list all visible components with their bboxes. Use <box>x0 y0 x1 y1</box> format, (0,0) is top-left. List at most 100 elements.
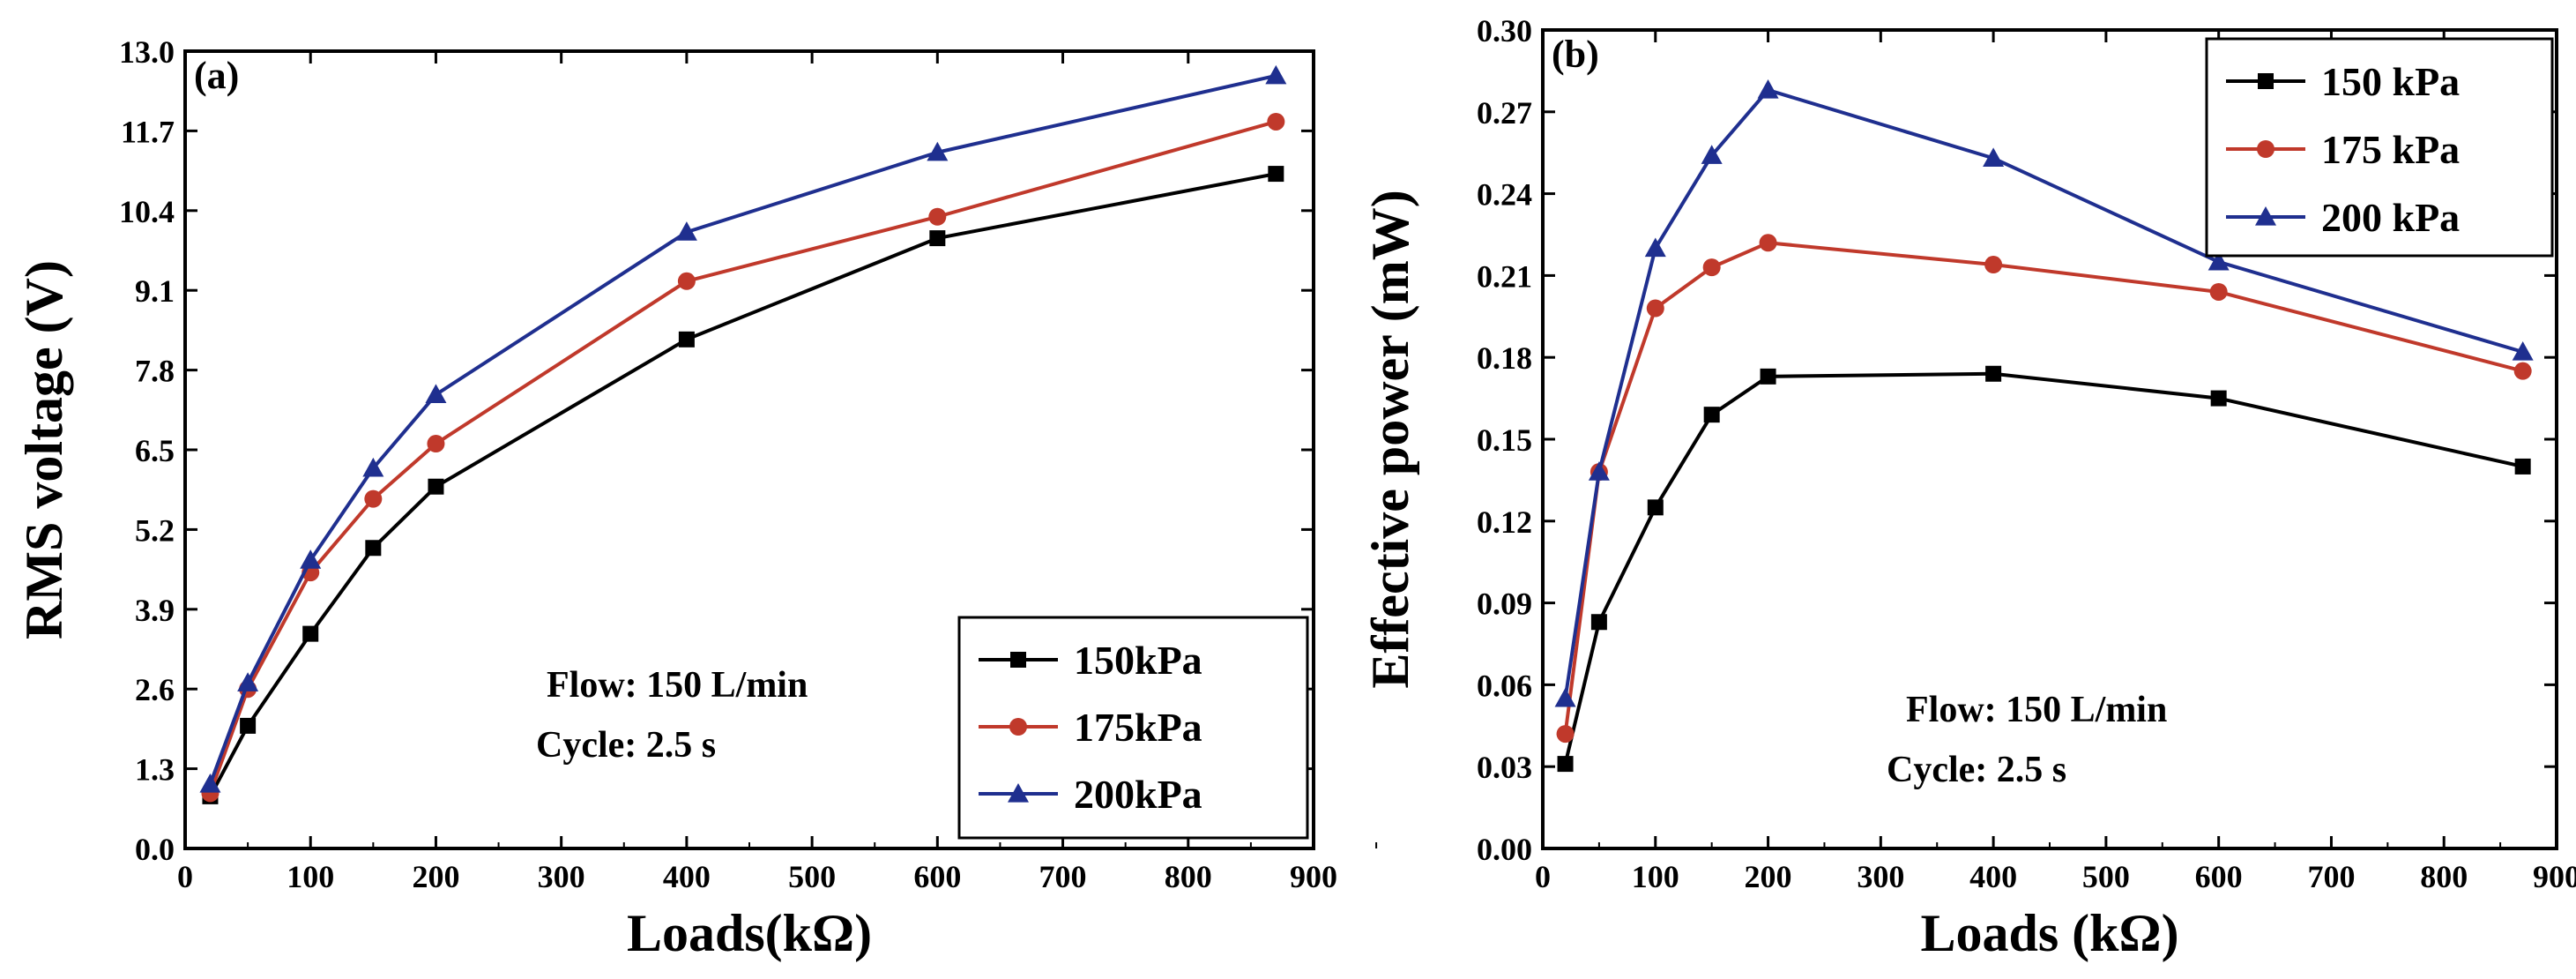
legend-marker <box>1010 652 1026 668</box>
data-point <box>2209 282 2228 301</box>
annotation-text: Flow: 150 L/min <box>547 665 808 706</box>
x-axis-label: Loads(kΩ) <box>627 904 872 962</box>
x-tick-label: 0 <box>1535 859 1551 894</box>
data-point <box>927 141 949 161</box>
y-tick-label: 0.06 <box>1477 668 1532 703</box>
series-200kpa <box>1554 79 2534 707</box>
legend-label: 150 kPa <box>2321 59 2460 104</box>
x-tick-label: 600 <box>913 859 961 894</box>
annotation-text: Flow: 150 L/min <box>1906 690 2167 730</box>
series-150kpa <box>1557 365 2531 773</box>
data-point <box>2207 250 2230 271</box>
data-point <box>1556 725 1575 744</box>
data-point <box>677 272 696 290</box>
series-175kpa <box>1556 234 2532 744</box>
data-point <box>1757 79 1779 99</box>
data-point <box>1985 365 2002 382</box>
x-tick-label: 900 <box>2533 859 2576 894</box>
y-tick-label: 0.00 <box>1477 832 1532 867</box>
data-point <box>199 773 221 793</box>
data-point <box>1267 112 1285 131</box>
x-tick-label: 400 <box>1969 859 2017 894</box>
series-200kpa <box>199 64 1287 793</box>
data-point <box>428 478 444 495</box>
x-tick-label: 500 <box>788 859 836 894</box>
chart-panel-b: 0 100 200 300 400 500 600 700 800 900 0.00 0.03 0.06… <box>1361 13 2576 962</box>
x-tick-label: 800 <box>2420 859 2468 894</box>
legend-marker <box>2257 140 2274 158</box>
legend-label: 150kPa <box>1074 638 1202 683</box>
y-tick-label: 2.6 <box>135 672 175 707</box>
chart-panel-a: 0 100 200 300 400 500 600 700 800 900 0.0 1.3 2.6 3.9… <box>15 34 1378 962</box>
x-axis-label: Loads (kΩ) <box>1920 904 2178 962</box>
annotation-text: Cycle: 2.5 s <box>1887 750 2066 790</box>
y-tick-label: 0.12 <box>1477 504 1532 540</box>
series-line <box>208 120 1277 795</box>
data-point <box>365 540 382 557</box>
data-point <box>302 625 319 642</box>
x-tick-label: 100 <box>287 859 334 894</box>
data-point <box>928 207 947 226</box>
y-tick-label: 0.27 <box>1477 95 1532 131</box>
y-tick-label: 5.2 <box>135 512 175 548</box>
x-tick-label: 600 <box>2195 859 2243 894</box>
y-tick-label: 0.21 <box>1477 258 1532 294</box>
data-point <box>1644 237 1666 258</box>
data-point <box>1646 299 1664 318</box>
x-tick-label: 900 <box>1290 859 1337 894</box>
x-tick-label: 800 <box>1165 859 1212 894</box>
legend-marker <box>2255 206 2276 226</box>
x-tick-label: 400 <box>663 859 711 894</box>
data-point <box>425 384 447 404</box>
legend-marker <box>1008 783 1029 803</box>
data-point <box>929 230 946 247</box>
data-point <box>240 717 257 734</box>
y-tick-label: 0.30 <box>1477 13 1532 49</box>
x-tick-label: 0 <box>177 859 193 894</box>
x-tick-label: 300 <box>538 859 585 894</box>
legend: 150 kPa 175 kPa 200 kPa <box>2205 37 2554 258</box>
data-point <box>1265 64 1287 85</box>
data-point <box>678 331 695 348</box>
annotation-text: Cycle: 2.5 s <box>536 725 716 766</box>
data-point <box>2514 458 2531 475</box>
data-point <box>675 221 697 241</box>
legend-label: 200 kPa <box>2321 195 2460 240</box>
y-tick-label: 3.9 <box>135 593 175 628</box>
y-tick-label: 0.24 <box>1477 177 1532 213</box>
series-line <box>1563 241 2524 735</box>
data-point <box>1703 407 1720 423</box>
x-tick-label: 200 <box>412 859 459 894</box>
legend: 150kPa 175kPa 200kPa <box>957 616 1309 840</box>
legend-marker <box>2258 73 2274 89</box>
y-tick-label: 0.09 <box>1477 587 1532 622</box>
data-point <box>1647 499 1664 516</box>
data-point <box>1557 756 1574 773</box>
y-axis-label: Effective power (mW) <box>1361 190 1419 688</box>
data-point <box>1983 147 2005 167</box>
series-line <box>208 73 1277 785</box>
data-point <box>1590 614 1607 631</box>
data-point <box>364 490 383 508</box>
data-point <box>1759 234 1777 252</box>
legend-marker <box>1009 718 1027 736</box>
data-point <box>1588 461 1610 481</box>
legend-label: 175kPa <box>1074 705 1202 750</box>
y-tick-label: 0.0 <box>135 832 175 867</box>
y-tick-label: 6.5 <box>135 433 175 468</box>
series-150kpa <box>202 166 1284 804</box>
x-tick-label: 500 <box>2082 859 2130 894</box>
data-point <box>1702 258 1721 277</box>
legend-label: 175 kPa <box>2321 127 2460 172</box>
y-tick-label: 13.0 <box>119 34 175 70</box>
y-tick-label: 0.15 <box>1477 422 1532 458</box>
data-point <box>1268 166 1284 183</box>
x-tick-label: 700 <box>1039 859 1087 894</box>
x-tick-label: 300 <box>1857 859 1904 894</box>
data-point <box>1760 368 1776 385</box>
data-point <box>2513 362 2532 380</box>
data-point <box>362 457 384 477</box>
x-tick-label: 700 <box>2307 859 2355 894</box>
series-line <box>208 172 1277 797</box>
